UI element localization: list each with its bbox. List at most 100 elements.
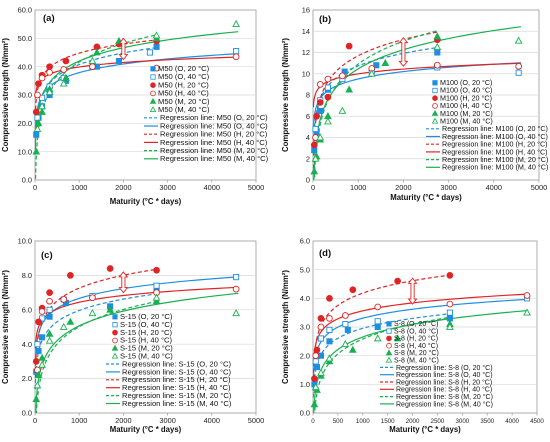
data-point-square xyxy=(342,321,349,328)
legend-entry: S-15 (M, 20 °C) xyxy=(120,344,173,353)
data-point-circle xyxy=(313,112,320,120)
x-tick-label: 1000 xyxy=(71,416,87,425)
data-point-circle xyxy=(46,68,53,76)
x-tick-label: 3000 xyxy=(159,183,175,192)
data-point-circle xyxy=(46,289,53,296)
legend-entry: M50 (H, 20 °C) xyxy=(158,80,209,89)
legend-marker-circle xyxy=(112,329,118,336)
y-tick-label: 1.0 xyxy=(300,380,310,389)
y-tick-label: 10.0 xyxy=(18,237,32,246)
data-point-triangle xyxy=(45,87,54,96)
data-point-triangle xyxy=(373,334,382,342)
data-point-square xyxy=(39,315,46,322)
data-point-circle xyxy=(394,277,401,285)
y-tick-label: 50.0 xyxy=(18,34,32,43)
legend-entry: S-8 (M, 20 °C) xyxy=(394,349,439,357)
legend-marker-square xyxy=(112,322,118,328)
legend-marker-square xyxy=(112,314,118,320)
legend-entry: M50 (H, 40 °C) xyxy=(158,89,209,98)
data-point-square xyxy=(324,84,331,91)
legend-marker-square xyxy=(150,74,156,80)
x-tick-label: 4000 xyxy=(204,416,220,425)
x-tick-label: 5000 xyxy=(248,183,264,192)
legend: S-15 (O, 20 °C)S-15 (O, 40 °C)S-15 (H, 2… xyxy=(106,312,232,408)
y-axis-title: Compressive strength (N/mm²) xyxy=(281,38,290,152)
y-tick-label: 20.0 xyxy=(18,119,32,128)
legend-entry: Regression line: S-15 (M, 20 °C) xyxy=(122,391,232,400)
legend-entry: M50 (O, 40 °C) xyxy=(158,72,210,81)
panel-label: (a) xyxy=(43,13,55,24)
y-tick-label: 4 xyxy=(306,133,310,142)
data-point-circle xyxy=(324,75,332,83)
data-point-circle xyxy=(46,297,53,305)
data-point-square xyxy=(374,323,381,331)
legend-entry: Regression line: M100 (O, 20 °C) xyxy=(442,124,548,133)
data-point-triangle xyxy=(38,353,46,361)
panel-label: (c) xyxy=(41,250,53,261)
data-point-triangle xyxy=(232,19,240,28)
y-tick-label: 0.0 xyxy=(22,176,32,185)
x-tick-label: 0 xyxy=(311,418,315,425)
y-axis-title: Compressive strength (N/mm²) xyxy=(1,270,10,384)
chart-panel-a: 0.0 10.0 20.0 30.0 40.0 50.0 60.0 0 1000 2000 3000… xyxy=(1,6,269,206)
regression-curve xyxy=(35,300,157,413)
data-point-circle xyxy=(316,99,324,106)
data-point-triangle xyxy=(38,107,46,115)
data-point-triangle xyxy=(433,42,442,51)
data-point-square xyxy=(311,147,318,154)
legend-marker-triangle xyxy=(431,117,439,124)
legend-marker-circle xyxy=(386,342,392,349)
data-point-circle xyxy=(35,318,42,326)
x-tick-label: 4000 xyxy=(204,183,220,192)
plot-area xyxy=(34,240,257,414)
difference-arrow xyxy=(407,277,418,305)
data-point-triangle xyxy=(338,106,347,114)
data-point-circle xyxy=(313,346,321,354)
data-point-square xyxy=(373,62,380,69)
data-point-circle xyxy=(349,286,357,294)
data-point-triangle xyxy=(106,305,114,313)
y-tick-label: 12 xyxy=(302,48,310,57)
y-tick-label: 10.0 xyxy=(18,147,32,156)
legend-entry: Regression line: S-8 (H, 40 °C) xyxy=(396,386,492,394)
x-tick-label: 5000 xyxy=(248,416,264,425)
y-tick-label: 4.0 xyxy=(300,294,310,303)
y-tick-label: 16 xyxy=(302,6,310,15)
data-point-circle xyxy=(46,63,53,71)
legend-entry: Regression line: S-8 (M, 40 °C) xyxy=(396,400,493,408)
data-point-triangle xyxy=(232,308,240,317)
legend-entry: M100 (O, 20 °C) xyxy=(440,78,492,87)
legend-marker-square xyxy=(150,66,156,72)
data-point-triangle xyxy=(433,32,442,40)
legend-entry: S-15 (M, 40 °C) xyxy=(120,352,173,361)
legend-entry: M50 (O, 20 °C) xyxy=(158,64,210,73)
y-tick-label: 0.0 xyxy=(300,409,310,418)
y-tick-label: 5.0 xyxy=(300,265,310,274)
data-point-circle xyxy=(339,72,346,80)
legend-entry: Regression line: S-15 (O, 20 °C) xyxy=(122,359,231,368)
data-point-triangle xyxy=(34,370,43,379)
legend-entry: Regression line: M100 (H, 20 °C) xyxy=(442,140,548,149)
regression-curve xyxy=(313,62,521,131)
y-tick-label: 14 xyxy=(302,27,310,36)
data-point-triangle xyxy=(45,329,54,337)
data-point-triangle xyxy=(381,58,390,66)
x-tick-label: 2000 xyxy=(115,416,131,425)
data-point-square xyxy=(33,131,40,138)
legend-marker-circle xyxy=(150,90,156,97)
legend-entry: Regression line: M50 (O, 20 °C) xyxy=(160,113,268,122)
legend-marker-triangle xyxy=(111,344,119,351)
legend-entry: Regression line: M100 (M, 40 °C) xyxy=(442,163,548,172)
data-point-circle xyxy=(38,74,46,82)
data-point-square xyxy=(153,282,160,289)
legend-entry: Regression line: S-15 (H, 40 °C) xyxy=(122,383,231,392)
y-tick-label: 3.0 xyxy=(300,323,310,332)
legend-entry: Regression line: M100 (H, 40 °C) xyxy=(442,147,548,156)
data-point-circle xyxy=(311,375,318,382)
legend-marker-circle xyxy=(150,82,156,88)
y-tick-label: 4.0 xyxy=(22,340,32,349)
legend-marker-triangle xyxy=(385,356,393,363)
data-point-triangle xyxy=(324,117,332,125)
data-point-circle xyxy=(232,285,240,293)
y-tick-label: 6 xyxy=(306,112,310,121)
